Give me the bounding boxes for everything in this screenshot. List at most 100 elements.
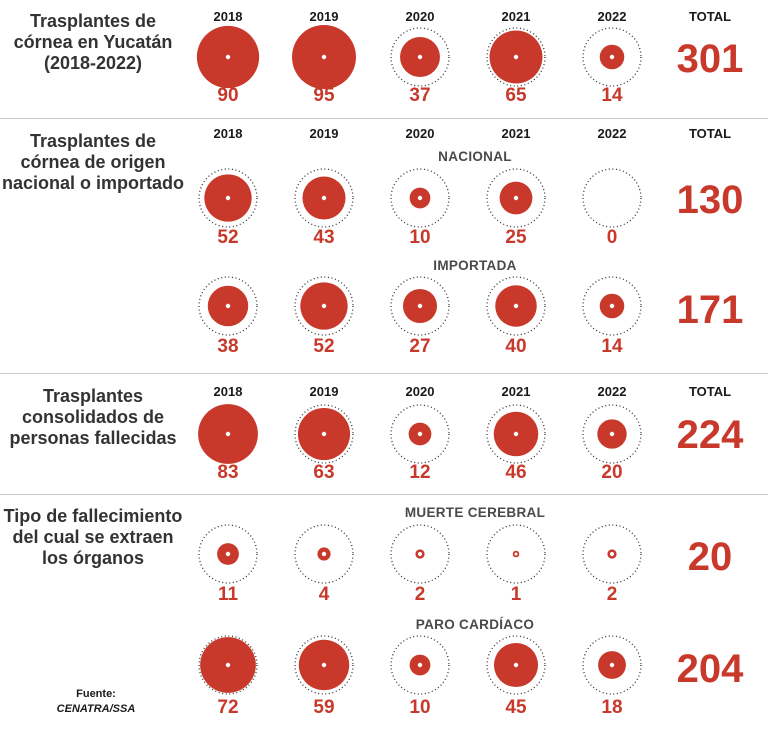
bubble-ring: [390, 404, 450, 464]
value-label: 14: [601, 85, 623, 106]
bubble-center-dot: [417, 303, 423, 309]
bubble-ring: [390, 27, 450, 87]
bubble-ring: [390, 635, 450, 695]
bubble-center-dot: [417, 551, 423, 557]
bubble-center-dot: [417, 431, 423, 437]
bubble-center-dot: [225, 303, 231, 309]
bubble-ring: [294, 635, 354, 695]
bubble-center-dot: [225, 662, 231, 668]
bubble-center-dot: [513, 662, 519, 668]
total-value: 20: [687, 535, 733, 579]
bubble-center-dot: [225, 54, 231, 60]
bubble-center-dot: [609, 54, 615, 60]
bubble-center-dot: [321, 195, 327, 201]
value-label: 1: [510, 584, 522, 605]
bubble-center-dot: [514, 552, 518, 556]
bubble-center-dot: [513, 195, 519, 201]
bubble-ring: [294, 168, 354, 228]
value-label: 18: [601, 697, 623, 718]
value-label: 43: [313, 227, 335, 248]
section-divider: [0, 118, 768, 119]
value-label: 27: [409, 336, 431, 357]
bubble-center-dot: [321, 551, 327, 557]
series-label-nacional: NACIONAL: [438, 149, 512, 164]
total-label: TOTAL: [688, 9, 732, 24]
value-label: 37: [409, 85, 431, 106]
series-label-muerte-cerebral: MUERTE CEREBRAL: [404, 505, 546, 520]
bubble-ring: [198, 276, 258, 336]
bubble-ring: [486, 524, 546, 584]
year-label: 2021: [501, 9, 531, 24]
year-label: 2022: [597, 126, 627, 141]
source-name: CENATRA/SSA: [56, 703, 136, 715]
value-label: 10: [409, 227, 431, 248]
section-divider: [0, 373, 768, 374]
year-label: 2020: [405, 384, 435, 399]
bubble-center-dot: [321, 303, 327, 309]
bubble-center-dot: [417, 662, 423, 668]
year-label: 2019: [309, 384, 339, 399]
total-value: 204: [676, 647, 744, 691]
bubble-center-dot: [225, 551, 231, 557]
bubble-ring: [198, 168, 258, 228]
bubble-ring: [582, 404, 642, 464]
value-label: 63: [313, 462, 335, 483]
total-value: 224: [676, 413, 744, 457]
year-label: 2019: [309, 126, 339, 141]
bubble-center-dot: [609, 551, 615, 557]
bubble-center-dot: [513, 303, 519, 309]
bubble-center-dot: [417, 54, 423, 60]
value-label: 95: [313, 85, 335, 106]
bubble-center-dot: [609, 662, 615, 668]
bubble-ring: [390, 276, 450, 336]
bubble-ring: [486, 27, 546, 87]
bubble-ring: [582, 524, 642, 584]
section-divider: [0, 494, 768, 495]
series-label-paro-cardiaco: PARO CARDÍACO: [415, 617, 535, 632]
bubble-ring: [582, 168, 642, 228]
value-label: 38: [217, 336, 239, 357]
value-label: 20: [601, 462, 623, 483]
value-label: 4: [318, 584, 330, 605]
bubble-center-dot: [417, 195, 423, 201]
bubble-ring: [390, 168, 450, 228]
total-value: 130: [676, 178, 744, 222]
bubble-ring: [582, 27, 642, 87]
bubble-ring: [294, 404, 354, 464]
bubble-ring: [486, 404, 546, 464]
section-title-origen: Trasplantes de córnea de origen nacional…: [1, 131, 184, 193]
year-label: 2022: [597, 384, 627, 399]
bubble-ring: [198, 635, 258, 695]
year-label: 2022: [597, 9, 627, 24]
bubble-center-dot: [225, 431, 231, 437]
bubble-ring: [486, 635, 546, 695]
bubble-ring: [294, 276, 354, 336]
bubble-ring: [390, 524, 450, 584]
value-label: 0: [606, 227, 618, 248]
value-label: 25: [505, 227, 527, 248]
bubble-ring: [486, 276, 546, 336]
value-label: 10: [409, 697, 431, 718]
section-title-fallecidas: Trasplantes consolidados de personas fal…: [9, 386, 177, 448]
year-label: 2020: [405, 126, 435, 141]
value-label: 45: [505, 697, 527, 718]
value-label: 2: [414, 584, 426, 605]
total-value: 301: [676, 37, 744, 81]
year-label: 2018: [213, 9, 243, 24]
bubble-ring: [486, 168, 546, 228]
year-label: 2020: [405, 9, 435, 24]
bubble-center-dot: [321, 431, 327, 437]
year-label: 2019: [309, 9, 339, 24]
total-label: TOTAL: [688, 126, 732, 141]
section-title-yucatan: Trasplantes de córnea en Yucatán (2018-2…: [13, 11, 173, 73]
value-label: 59: [313, 697, 335, 718]
bubble-center-dot: [609, 431, 615, 437]
value-label: 72: [217, 697, 239, 718]
series-label-importada: IMPORTADA: [433, 258, 517, 273]
total-label: TOTAL: [688, 384, 732, 399]
bubble-center-dot: [225, 195, 231, 201]
value-label: 90: [217, 85, 239, 106]
value-label: 52: [313, 336, 335, 357]
value-label: 14: [601, 336, 623, 357]
